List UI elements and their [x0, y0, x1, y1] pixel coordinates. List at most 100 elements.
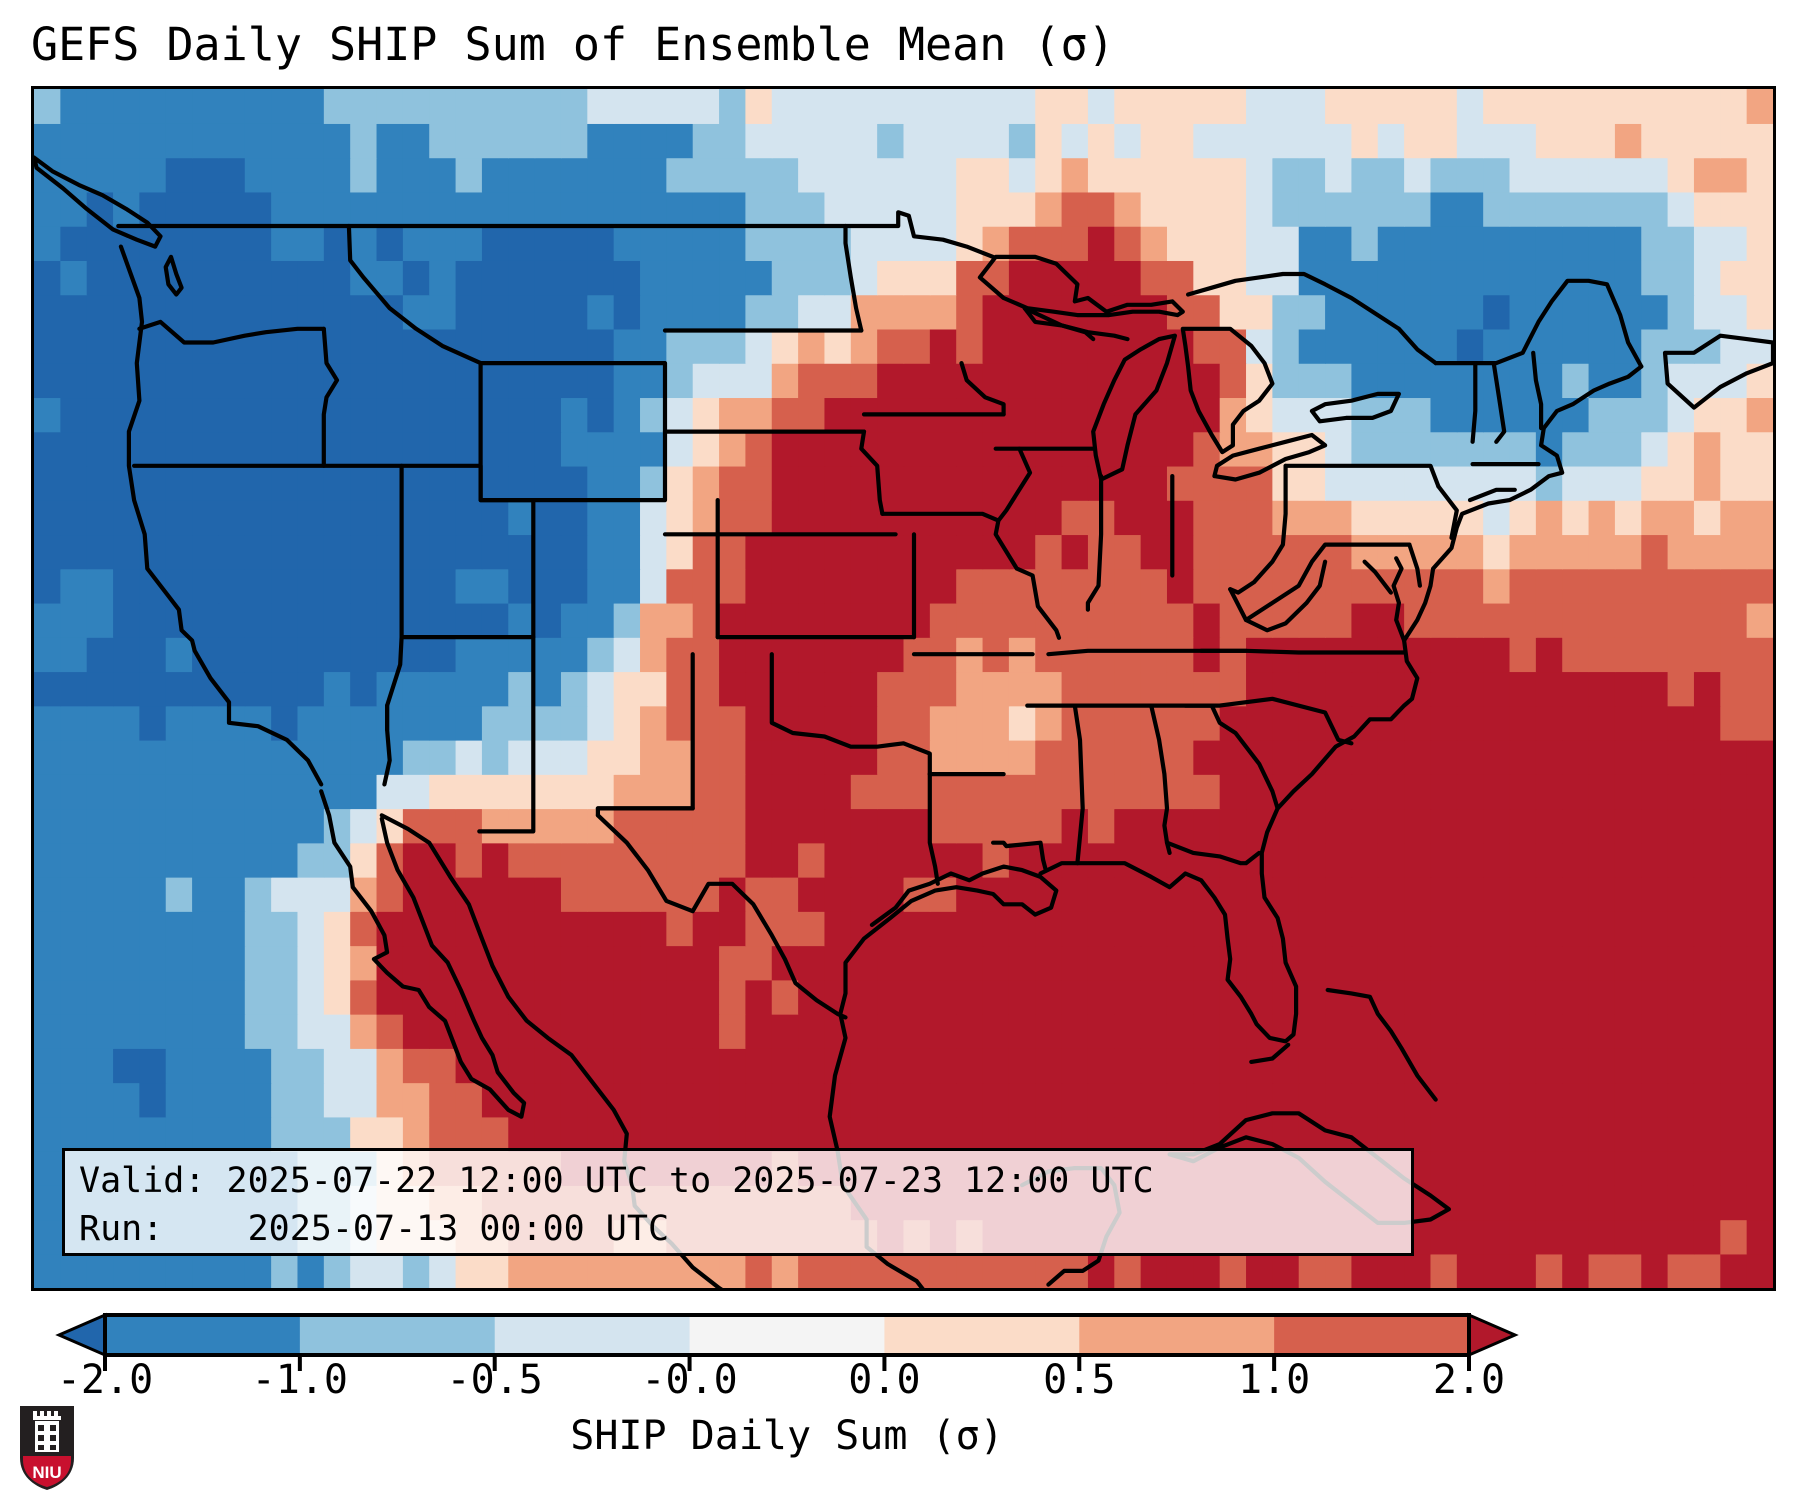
grid-cell — [1061, 1082, 1089, 1118]
grid-cell — [877, 671, 905, 707]
grid-cell — [982, 1253, 1010, 1288]
grid-cell — [1351, 842, 1379, 878]
grid-cell — [1667, 637, 1695, 673]
grid-cell — [1693, 774, 1721, 810]
grid-cell — [1298, 911, 1326, 947]
grid-cell — [1588, 842, 1616, 878]
grid-cell — [1377, 431, 1405, 467]
grid-cell — [1641, 979, 1669, 1015]
grid-cell — [139, 89, 167, 124]
geo-bahamas — [1325, 987, 1438, 1102]
grid-cell — [1588, 1253, 1616, 1288]
grid-cell — [1746, 89, 1773, 124]
grid-cell — [297, 328, 325, 364]
grid-cell — [34, 328, 62, 364]
grid-cell — [982, 739, 1010, 775]
grid-cell — [587, 774, 615, 810]
grid-cell — [350, 774, 378, 810]
grid-cell — [1588, 431, 1616, 467]
grid-cell — [1404, 774, 1432, 810]
grid-cell — [165, 876, 193, 912]
colorbar[interactable] — [55, 1312, 1519, 1371]
grid-cell — [850, 705, 878, 741]
grid-cell — [1035, 328, 1063, 364]
grid-cell — [481, 842, 509, 878]
grid-cell — [1509, 226, 1537, 261]
grid-cell — [877, 431, 905, 467]
grid-cell — [271, 842, 299, 878]
grid-cell — [613, 876, 641, 912]
grid-cell — [1377, 1116, 1405, 1152]
grid-cell — [587, 260, 615, 296]
grid-cell — [402, 979, 430, 1015]
grid-cell — [139, 1048, 167, 1084]
grid-cell — [613, 260, 641, 296]
grid-cell — [587, 89, 615, 124]
grid-cell — [481, 911, 509, 947]
grid-cell — [956, 1048, 984, 1084]
grid-cell — [429, 500, 457, 536]
grid-cell — [508, 1116, 536, 1152]
grid-cell — [192, 1253, 220, 1288]
grid-cell — [877, 157, 905, 193]
grid-cell — [1483, 842, 1511, 878]
grid-cell — [86, 465, 114, 501]
grid-cell — [1008, 808, 1036, 844]
grid-cell — [534, 1082, 562, 1118]
grid-cell — [1377, 876, 1405, 912]
grid-cell — [1430, 568, 1458, 604]
grid-cell — [1641, 1219, 1669, 1255]
grid-cell — [60, 123, 88, 159]
grid-cell — [1272, 294, 1300, 330]
grid-cell — [877, 568, 905, 604]
map-axes[interactable] — [31, 86, 1776, 1291]
grid-cell — [323, 705, 351, 741]
grid-cell — [1035, 465, 1063, 501]
grid-cell — [1641, 397, 1669, 433]
grid-cell — [218, 979, 246, 1015]
grid-cell — [1535, 637, 1563, 673]
grid-cell — [34, 568, 62, 604]
grid-cell — [1562, 157, 1590, 193]
grid-cell — [1404, 808, 1432, 844]
colorbar-band — [1274, 1315, 1470, 1355]
castle-tower-icon — [33, 1411, 61, 1452]
grid-cell — [1061, 808, 1089, 844]
grid-cell — [1404, 191, 1432, 227]
grid-cell — [1035, 363, 1063, 399]
grid-cell — [1430, 979, 1458, 1015]
grid-cell — [534, 602, 562, 638]
grid-cell — [1483, 705, 1511, 741]
grid-cell — [1166, 1116, 1195, 1152]
grid-cell — [508, 876, 536, 912]
grid-cell — [297, 945, 325, 981]
grid-cell — [1035, 1048, 1063, 1084]
grid-cell — [719, 1048, 747, 1084]
grid-cell — [1219, 671, 1247, 707]
grid-cell — [1061, 671, 1089, 707]
grid-cell — [192, 568, 220, 604]
grid-cell — [613, 671, 641, 707]
grid-cell — [192, 808, 220, 844]
grid-cell — [877, 123, 905, 159]
grid-cell — [640, 911, 668, 947]
grid-cell — [508, 671, 536, 707]
grid-cell — [1430, 123, 1458, 159]
grid-cell — [218, 1082, 246, 1118]
grid-cell — [455, 945, 483, 981]
grid-cell — [640, 945, 668, 981]
grid-cell — [1720, 191, 1748, 227]
grid-cell — [1140, 89, 1168, 124]
grid-cell — [1377, 123, 1405, 159]
grid-cell — [587, 465, 615, 501]
grid-cell — [1061, 876, 1089, 912]
grid-cell — [1614, 842, 1642, 878]
grid-cell — [1614, 808, 1642, 844]
grid-cell — [1087, 842, 1115, 878]
geo-state-nh-me — [1531, 350, 1544, 431]
grid-cell — [192, 123, 220, 159]
grid-cell — [271, 465, 299, 501]
grid-cell — [560, 637, 589, 673]
grid-cell — [1509, 705, 1537, 741]
grid-cell — [86, 774, 114, 810]
